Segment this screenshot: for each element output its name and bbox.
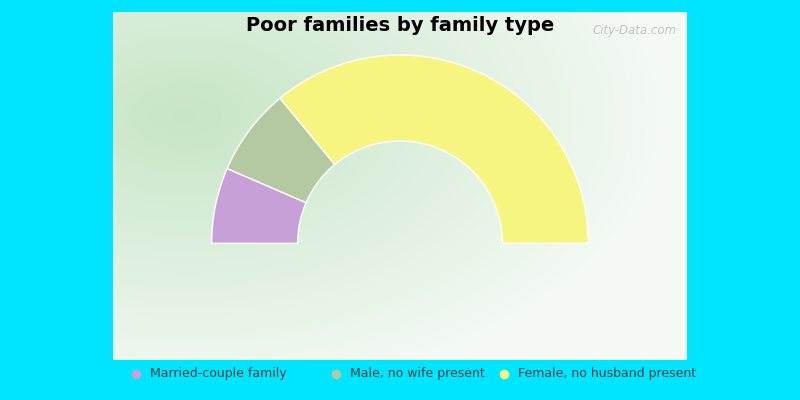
Text: Married-couple family: Married-couple family bbox=[150, 367, 287, 380]
Text: Female, no husband present: Female, no husband present bbox=[518, 367, 697, 380]
Wedge shape bbox=[280, 55, 588, 243]
Wedge shape bbox=[227, 98, 334, 203]
Text: Male, no wife present: Male, no wife present bbox=[350, 367, 485, 380]
Wedge shape bbox=[212, 168, 306, 243]
Text: City-Data.com: City-Data.com bbox=[592, 24, 676, 37]
Text: Poor families by family type: Poor families by family type bbox=[246, 16, 554, 35]
